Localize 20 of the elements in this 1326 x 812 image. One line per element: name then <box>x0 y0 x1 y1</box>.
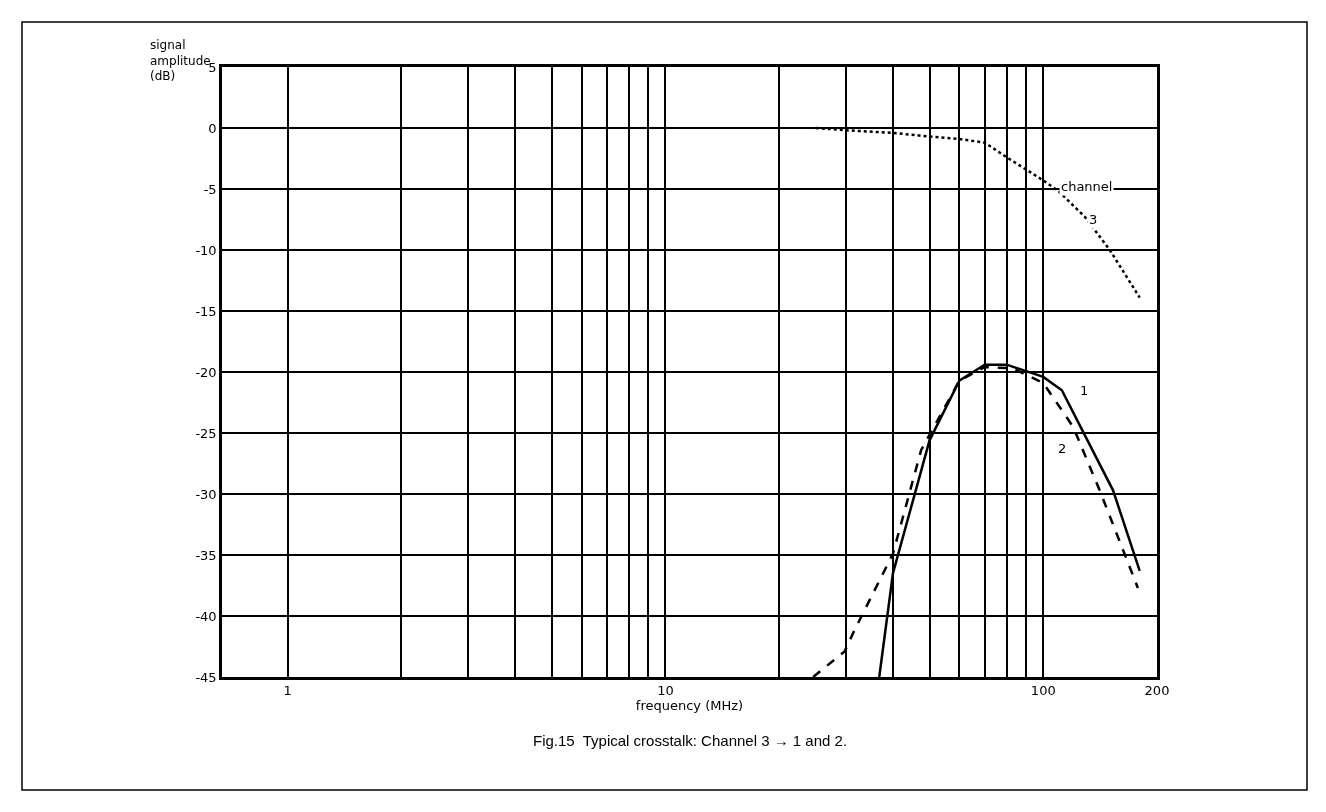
x-tick-label: 1 <box>283 683 292 699</box>
y-tick-label: -15 <box>195 303 217 319</box>
x-tick-label: 200 <box>1144 683 1170 699</box>
y-tick-label: -20 <box>195 364 217 380</box>
caption: Fig.15 Typical crosstalk: Channel 3 → 1 and 2. <box>533 732 848 749</box>
y-tick-label: 0 <box>208 120 217 136</box>
annotation: 2 <box>1058 441 1067 456</box>
x-tick-label: 10 <box>657 683 674 699</box>
y-tick-label: -5 <box>203 181 217 197</box>
y-tick-label: -10 <box>195 242 217 258</box>
y-tick-label: -30 <box>195 486 217 502</box>
x-tick-label: 100 <box>1030 683 1056 699</box>
annotation: 3 <box>1089 212 1098 227</box>
y-tick-label: -25 <box>195 425 217 441</box>
x-axis-title: frequency (MHz) <box>635 698 744 714</box>
y-tick-label: -35 <box>195 547 217 563</box>
y-tick-label: -40 <box>195 608 217 624</box>
annotation: channel <box>1061 179 1113 194</box>
y-tick-label: -45 <box>195 669 217 685</box>
annotation: 1 <box>1080 383 1089 398</box>
